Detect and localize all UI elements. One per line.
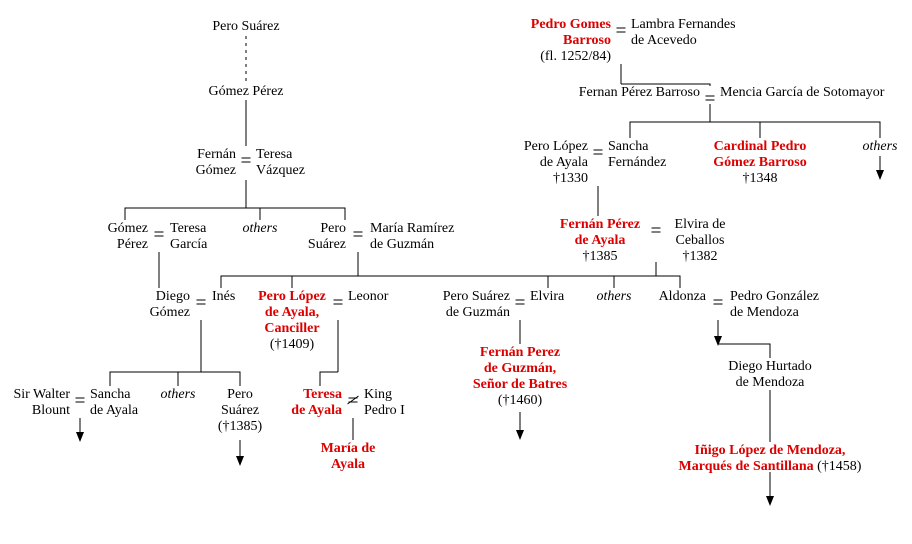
label: Barroso	[563, 33, 611, 48]
label: de Mendoza	[736, 375, 806, 390]
node-elvira: Elvira	[530, 289, 565, 304]
label: Suárez	[221, 403, 259, 418]
label: María Ramírez	[370, 221, 454, 236]
label: Pedro González	[730, 289, 819, 304]
node-gomez_perez_top: Gómez Pérez	[208, 84, 283, 99]
label: Fernán Pérez	[560, 217, 640, 232]
label: Leonor	[348, 289, 389, 304]
label: Mencia García de Sotomayor	[720, 85, 885, 100]
label: Pero Suárez	[443, 289, 510, 304]
label: Fernán	[197, 147, 236, 162]
node-leonor: Leonor	[348, 289, 389, 304]
label: †1385	[583, 249, 618, 264]
node-pero_suarez_guz: Pero Suárezde Guzmán	[443, 289, 510, 320]
label: de Guzmán,	[484, 361, 556, 376]
label: Elvira	[530, 289, 565, 304]
label: Fernández	[608, 155, 666, 170]
node-diego_gomez: DiegoGómez	[150, 289, 190, 320]
node-fernan_gomez: FernánGómez	[196, 147, 236, 178]
label: (†1385)	[218, 419, 263, 434]
label: Marqués de Santillana (†1458)	[679, 459, 862, 474]
label: Sancha	[90, 387, 131, 402]
label: de Ayala	[575, 233, 626, 248]
label: de Acevedo	[631, 33, 697, 48]
label: Diego Hurtado	[728, 359, 812, 374]
label: García	[170, 237, 208, 252]
node-others_m: others	[597, 289, 633, 304]
label: Pero	[227, 387, 253, 402]
label: Pero Suárez	[212, 19, 279, 34]
label: de Ayala	[90, 403, 139, 418]
label: Gómez	[108, 221, 148, 236]
node-aldonza: Aldonza	[659, 289, 707, 304]
label: Pero López	[258, 289, 326, 304]
label: others	[863, 139, 899, 154]
label: Sancha	[608, 139, 649, 154]
label: de Ayala	[291, 403, 342, 418]
label: Ceballos	[676, 233, 725, 248]
label: Pero López	[524, 139, 588, 154]
family-tree-diagram: Pero SuárezGómez PérezFernánGómezTeresaV…	[0, 0, 912, 544]
label: Gómez	[196, 163, 236, 178]
node-others_l: others	[243, 221, 279, 236]
label: Pero	[320, 221, 346, 236]
label: Gómez Pérez	[208, 84, 283, 99]
label: María de	[321, 441, 376, 456]
label: others	[161, 387, 197, 402]
label: (fl. 1252/84)	[540, 49, 611, 64]
label: Gómez	[150, 305, 190, 320]
label: Sir Walter	[13, 387, 70, 402]
label: de Ayala,	[265, 305, 319, 320]
label: Canciller	[264, 321, 319, 336]
label: (†1409)	[270, 337, 315, 352]
label: Blount	[32, 403, 70, 418]
label: de Mendoza	[730, 305, 800, 320]
label: Aldonza	[659, 289, 707, 304]
label: Vázquez	[256, 163, 305, 178]
label: Gómez Barroso	[713, 155, 806, 170]
label: †1348	[743, 171, 778, 186]
label: (†1460)	[498, 393, 543, 408]
label: Teresa	[303, 387, 342, 402]
label: Iñigo López de Mendoza,	[695, 443, 846, 458]
label: Cardinal Pedro	[714, 139, 807, 154]
label: Fernan Pérez Barroso	[579, 85, 700, 100]
node-teresa_garcia: TeresaGarcía	[170, 221, 208, 252]
label: de Guzmán	[370, 237, 434, 252]
label: King	[364, 387, 392, 402]
label: Pedro Gomes	[531, 17, 612, 32]
label: others	[597, 289, 633, 304]
node-pero_suarez_top: Pero Suárez	[212, 19, 279, 34]
label: de Ayala	[540, 155, 589, 170]
label: Lambra Fernandes	[631, 17, 736, 32]
node-ines: Inés	[212, 289, 235, 304]
label: †1330	[553, 171, 588, 186]
label: Suárez	[308, 237, 346, 252]
node-fernan_pb: Fernan Pérez Barroso	[579, 85, 700, 100]
node-others_b: others	[161, 387, 197, 402]
label: Teresa	[170, 221, 207, 236]
label: others	[243, 221, 279, 236]
label: Diego	[156, 289, 190, 304]
label: Teresa	[256, 147, 293, 162]
label: Ayala	[331, 457, 365, 472]
label: †1382	[683, 249, 718, 264]
label: Fernán Perez	[480, 345, 560, 360]
label: Pedro I	[364, 403, 405, 418]
label: Inés	[212, 289, 235, 304]
node-diego_hurtado: Diego Hurtadode Mendoza	[728, 359, 812, 390]
label: Elvira de	[675, 217, 726, 232]
label: de Guzmán	[446, 305, 510, 320]
label: Señor de Batres	[473, 377, 568, 392]
node-inigo: Iñigo López de Mendoza,Marqués de Santil…	[679, 443, 862, 474]
node-mencia: Mencia García de Sotomayor	[720, 85, 885, 100]
node-others_r: others	[863, 139, 899, 154]
label: Pérez	[117, 237, 148, 252]
